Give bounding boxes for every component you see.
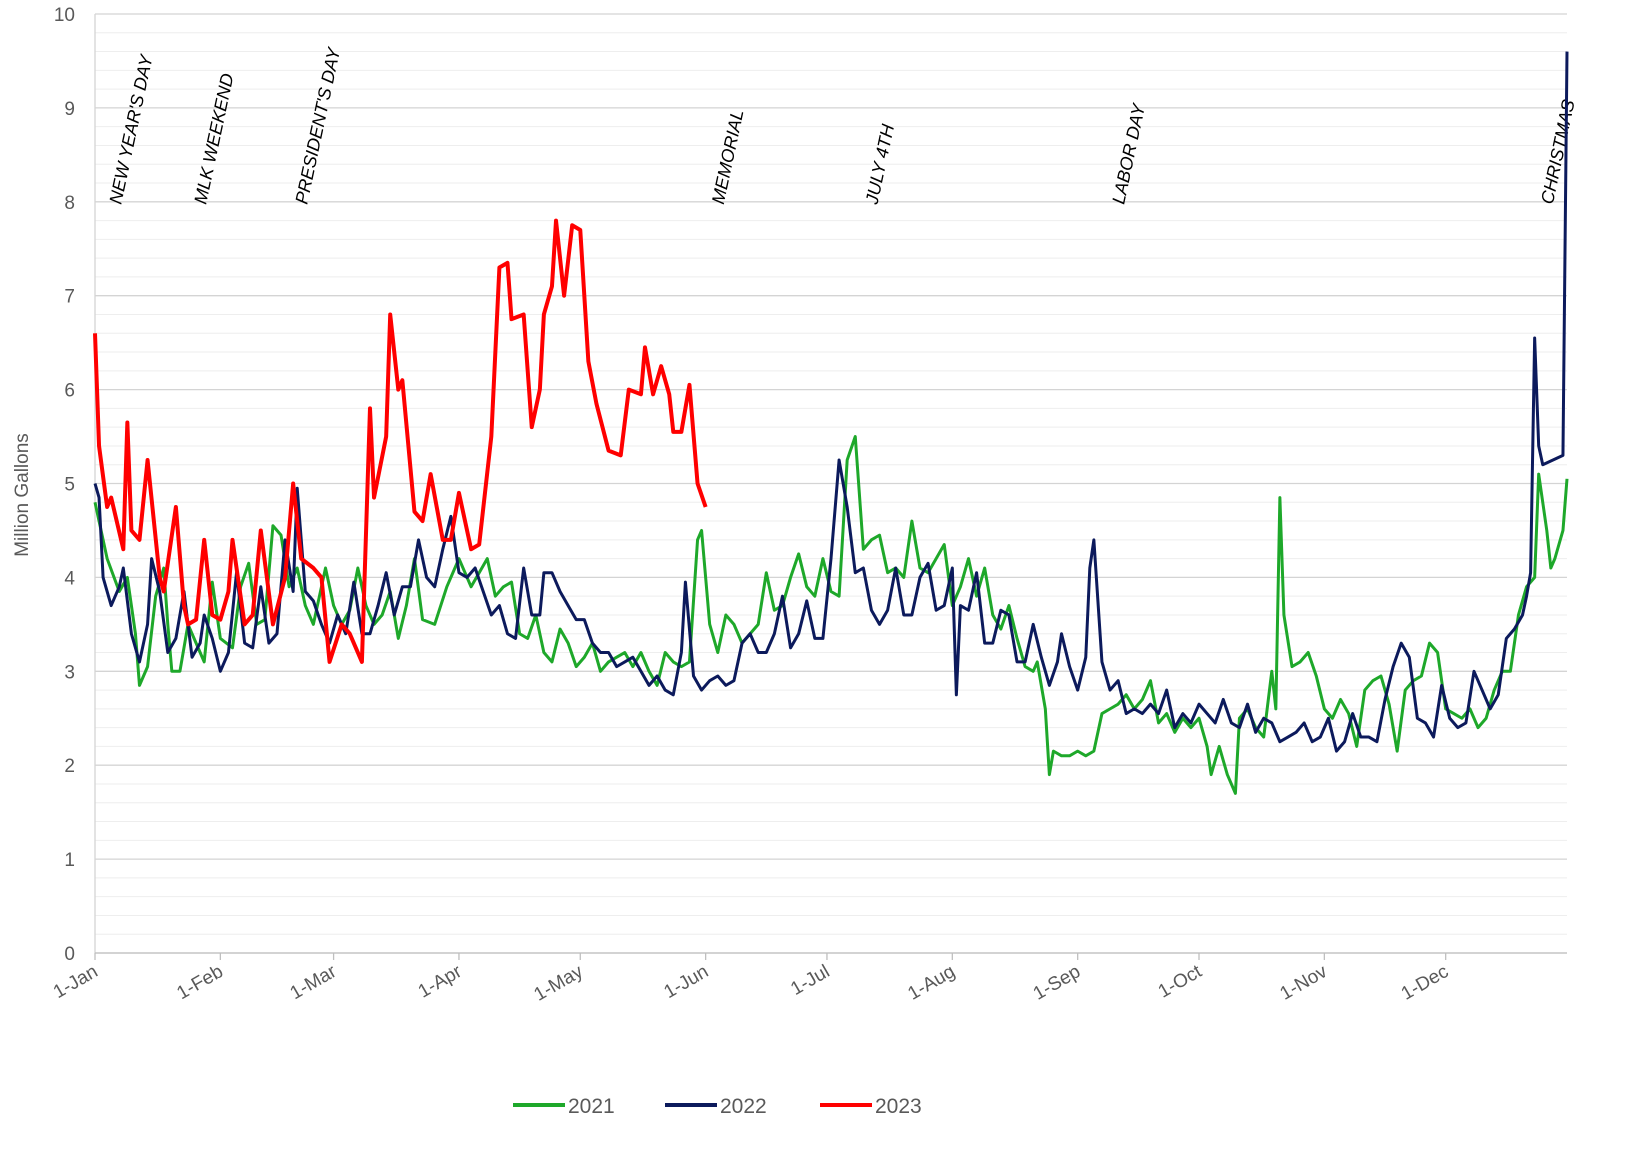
y-tick-label: 9: [64, 99, 75, 120]
y-tick-label: 5: [64, 475, 75, 496]
holiday-annotation: PRESIDENT'S DAY: [292, 44, 345, 206]
holiday-annotation: LABOR DAY: [1108, 100, 1149, 206]
y-tick-label: 6: [64, 381, 75, 402]
series-line: [93, 218, 708, 664]
y-axis-label: Million Gallons: [12, 433, 33, 557]
y-tick-label: 4: [64, 568, 75, 589]
x-tick-label: 1-May: [531, 961, 588, 1006]
x-tick-label: 1-Jan: [50, 961, 102, 1003]
y-tick-label: 10: [54, 5, 75, 26]
x-tick-label: 1-Feb: [173, 961, 226, 1004]
legend-label: 2022: [720, 1095, 767, 1118]
series-line: [93, 435, 1569, 795]
x-tick-label: 1-Oct: [1155, 961, 1206, 1003]
x-tick-label: 1-Apr: [415, 961, 466, 1003]
x-tick-label: 1-Jun: [660, 961, 712, 1003]
y-tick-label: 7: [64, 287, 75, 308]
legend-label: 2021: [568, 1095, 615, 1118]
x-tick-label: 1-Sep: [1030, 961, 1084, 1005]
y-tick-label: 2: [64, 756, 75, 777]
legend-label: 2023: [875, 1095, 922, 1118]
y-tick-label: 1: [64, 850, 75, 871]
y-tick-label: 0: [64, 944, 75, 965]
x-tick-label: 1-Dec: [1398, 961, 1452, 1005]
x-tick-label: 1-Jul: [787, 961, 833, 1000]
holiday-annotation: MEMORIAL: [708, 108, 748, 206]
holiday-annotation: CHRISTMAS: [1537, 98, 1579, 206]
x-tick-label: 1-Aug: [904, 961, 958, 1005]
holiday-annotation: MLK WEEKEND: [190, 72, 237, 206]
x-tick-label: 1-Nov: [1276, 961, 1331, 1005]
y-tick-label: 8: [64, 193, 75, 214]
y-tick-label: 3: [64, 662, 75, 683]
x-tick-label: 1-Mar: [287, 961, 341, 1004]
